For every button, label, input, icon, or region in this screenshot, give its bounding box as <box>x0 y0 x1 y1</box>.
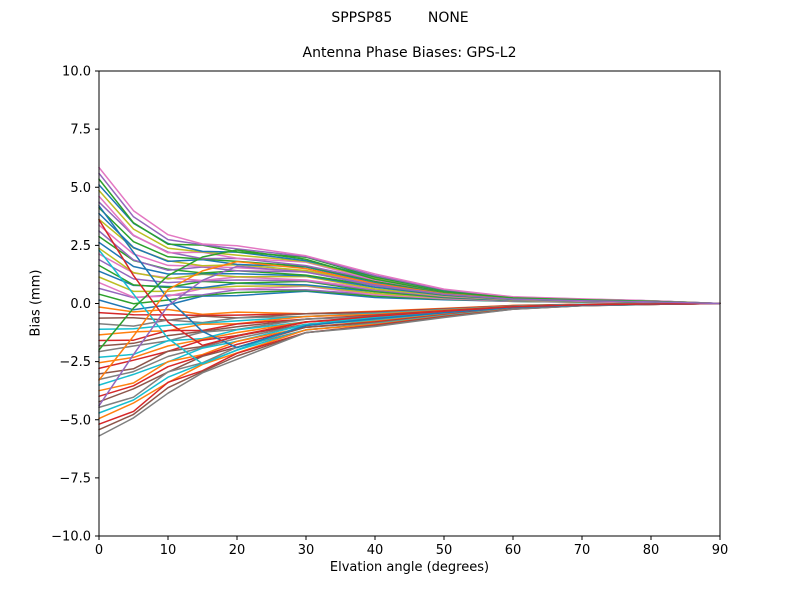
y-tick-label: −7.5 <box>59 471 91 486</box>
x-tick-label: 40 <box>367 543 384 558</box>
x-tick-label: 0 <box>95 543 103 558</box>
y-tick-label: 7.5 <box>70 123 91 138</box>
x-tick-label: 80 <box>643 543 660 558</box>
x-tick-label: 30 <box>298 543 315 558</box>
y-tick-label: 0.0 <box>70 297 91 312</box>
series-group <box>98 166 721 437</box>
y-tick-label: −5.0 <box>59 413 91 428</box>
x-tick-label: 90 <box>712 543 729 558</box>
bias-line <box>98 265 721 407</box>
x-tick-label: 50 <box>436 543 453 558</box>
x-axis-label: Elvation angle (degrees) <box>329 560 490 575</box>
x-tick-label: 60 <box>505 543 522 558</box>
x-tick-label: 70 <box>574 543 591 558</box>
axes-title: Antenna Phase Biases: GPS-L2 <box>302 45 517 61</box>
y-tick-label: 10.0 <box>62 65 91 80</box>
x-tick-label: 20 <box>229 543 246 558</box>
y-tick-label: −10.0 <box>51 530 91 545</box>
y-tick-label: −2.5 <box>59 355 91 370</box>
ticks-group: 0 10 20 30 40 50 60 70 80 90 −10.0 −7.5 −5.0 −2.5 0.0 2… <box>51 65 728 559</box>
figure-suptitle: SPPSP85 NONE <box>331 10 469 26</box>
y-tick-label: 5.0 <box>70 181 91 196</box>
bias-line <box>98 249 721 365</box>
x-tick-label: 10 <box>160 543 177 558</box>
bias-line <box>98 249 721 351</box>
y-tick-label: 2.5 <box>70 239 91 254</box>
bias-line <box>98 166 721 305</box>
